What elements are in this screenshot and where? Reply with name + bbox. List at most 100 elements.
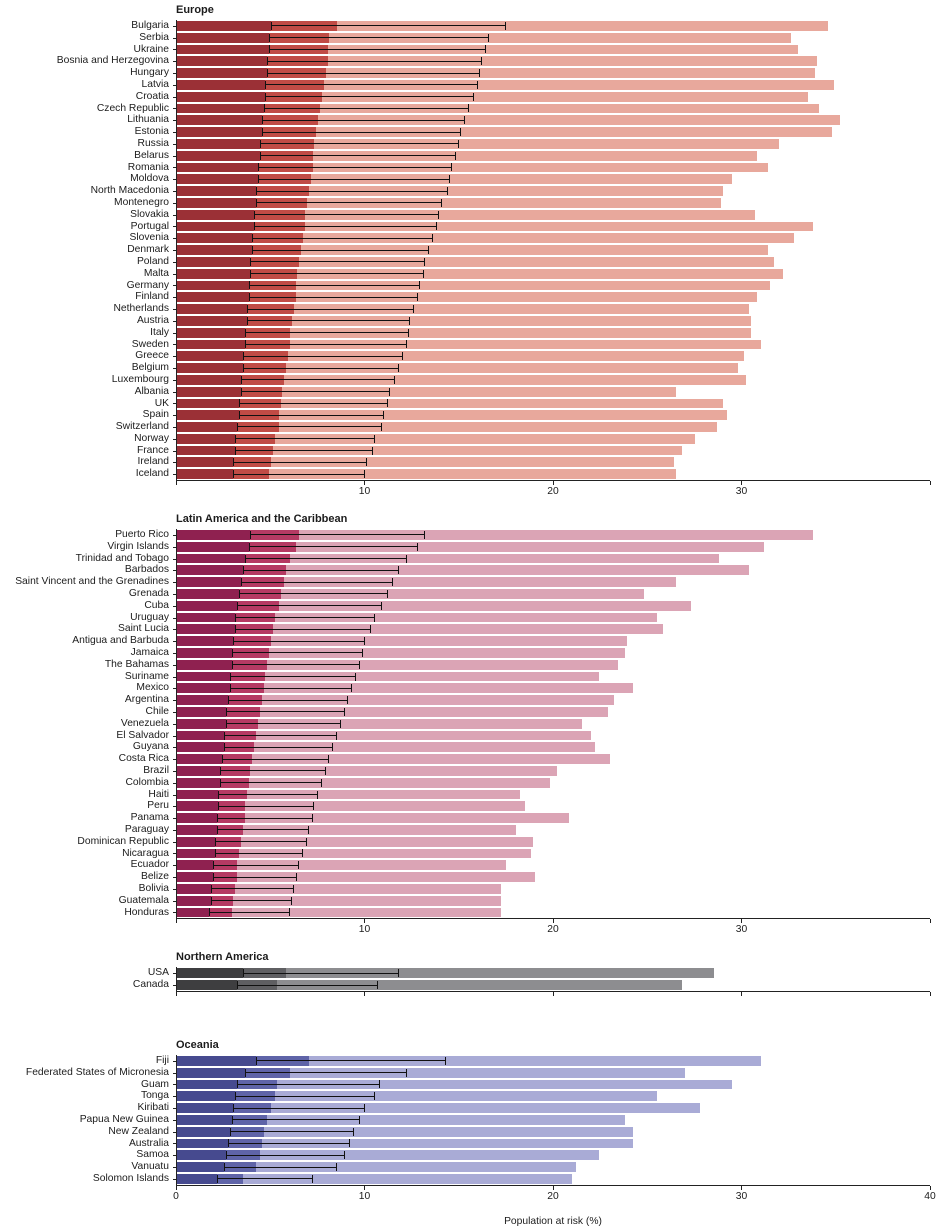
y-axis-tick (173, 735, 176, 737)
y-axis-tick (173, 1096, 176, 1098)
bar-light (177, 115, 840, 126)
ci-whisker (235, 625, 371, 634)
chart-row: Argentina (4, 694, 930, 707)
bar-light (177, 659, 618, 670)
bar-darkest (177, 872, 213, 882)
bar-darkest (177, 1103, 234, 1113)
label-column-spacer (4, 512, 176, 527)
bar-light (177, 1103, 701, 1113)
x-axis: 0 10 20 30 40 (173, 1184, 936, 1206)
chart-row: Samoa (4, 1149, 930, 1162)
chart-row: Norway (4, 432, 930, 445)
x-axis-tick (552, 991, 554, 996)
chart-row: Latvia (4, 78, 930, 91)
bar-darkest (177, 577, 241, 588)
y-axis-tick (173, 426, 176, 428)
y-axis-tick (173, 593, 176, 595)
ci-whisker (256, 198, 443, 207)
row-label: Trinidad and Tobago (75, 552, 169, 564)
bar-light (177, 742, 595, 753)
bar-darkest (177, 1114, 232, 1125)
y-axis-tick (173, 238, 176, 240)
y-axis-tick (173, 356, 176, 358)
panel-header: Europe (4, 3, 930, 18)
bar-darkest (177, 530, 251, 540)
chart-row: Tonga (4, 1090, 930, 1103)
row-label: Ukraine (133, 43, 169, 55)
ci-whisker (220, 778, 322, 787)
chart-row: Bolivia (4, 882, 930, 895)
bar-darkest (177, 21, 272, 31)
y-axis-tick (173, 985, 176, 987)
row-plot (173, 906, 930, 919)
row-plot (173, 529, 930, 541)
chart-row: Italy (4, 326, 930, 339)
x-axis-tick (929, 1185, 931, 1190)
bar-darkest (177, 44, 270, 55)
x-axis-tick-label: 20 (547, 1190, 559, 1202)
y-axis-tick (173, 474, 176, 476)
row-plot (173, 599, 930, 612)
row-label: Moldova (130, 173, 169, 185)
panel-latin-america-and-the-caribbean: Latin America and the Caribbean Puerto Ri… (4, 512, 931, 939)
row-plot (173, 208, 930, 221)
chart-row: Serbia (4, 31, 930, 44)
row-plot (173, 102, 930, 115)
x-axis-tick (364, 481, 365, 486)
bar-darkest (177, 742, 225, 753)
bar-light (177, 56, 818, 67)
chart-row: Albania (4, 385, 930, 398)
row-label: Bolivia (138, 882, 169, 894)
ci-whisker (239, 399, 388, 408)
row-plot (173, 468, 930, 481)
chart-row: Hungary (4, 67, 930, 79)
ci-whisker (269, 33, 490, 42)
ci-whisker (216, 1174, 313, 1183)
x-axis-label: Population at risk (%) (504, 1215, 602, 1227)
bar-darkest (177, 363, 243, 373)
x-axis-label-row: Population at risk (%) (4, 1216, 930, 1227)
row-label: Tonga (140, 1090, 169, 1102)
x-axis-tick-label: 10 (358, 486, 371, 498)
bar-darkest (177, 1138, 228, 1149)
bar-darkest (177, 624, 236, 635)
y-axis-tick (173, 829, 176, 831)
chart-row: Bulgaria (4, 20, 930, 32)
y-axis-tick (173, 629, 176, 631)
bar-darkest (177, 339, 245, 350)
y-axis-tick (173, 723, 176, 725)
ci-whisker (259, 151, 456, 160)
row-label: Argentina (124, 694, 169, 706)
row-plot (173, 1054, 930, 1067)
bar-light (177, 1055, 761, 1066)
row-label: Ecuador (130, 859, 169, 871)
y-axis-tick (173, 664, 176, 666)
y-axis-tick (173, 155, 176, 157)
bar-light (177, 813, 569, 823)
bar-darkest (177, 754, 223, 765)
x-axis-tick-label: 30 (735, 486, 748, 498)
y-axis-tick (173, 652, 176, 654)
row-plot (173, 824, 930, 836)
y-axis-tick (173, 617, 176, 619)
panel-title: Oceania (176, 1038, 219, 1051)
y-axis-tick (173, 1178, 176, 1180)
chart-row: Haiti (4, 788, 930, 801)
bar-light (177, 1150, 599, 1161)
row-plot (173, 409, 930, 422)
ci-whisker (231, 648, 364, 657)
chart-row: Ireland (4, 456, 930, 469)
chart-row: Slovenia (4, 232, 930, 245)
bar-light (177, 860, 507, 871)
row-plot (173, 1161, 930, 1173)
bar-light (177, 836, 533, 847)
row-plot (173, 456, 930, 469)
label-column-spacer (4, 1216, 176, 1227)
row-plot (173, 385, 930, 398)
bar-light (177, 695, 614, 706)
x-axis-tick (929, 991, 931, 996)
row-label: Montenegro (114, 196, 169, 208)
chart-row: Uruguay (4, 611, 930, 624)
x-axis-tick (175, 919, 177, 924)
ci-whisker (224, 1163, 337, 1172)
